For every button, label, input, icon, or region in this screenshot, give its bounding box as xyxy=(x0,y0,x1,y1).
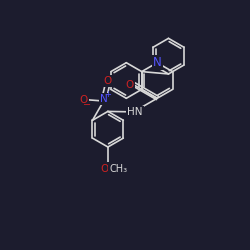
Text: N: N xyxy=(153,56,162,69)
Text: −: − xyxy=(84,100,92,110)
Text: HN: HN xyxy=(127,107,142,117)
Text: O: O xyxy=(103,76,112,86)
Text: O: O xyxy=(126,80,134,90)
Text: +: + xyxy=(104,90,112,99)
Text: N: N xyxy=(100,94,108,104)
Text: O: O xyxy=(101,164,109,173)
Text: CH₃: CH₃ xyxy=(109,164,127,173)
Text: O: O xyxy=(80,95,88,105)
